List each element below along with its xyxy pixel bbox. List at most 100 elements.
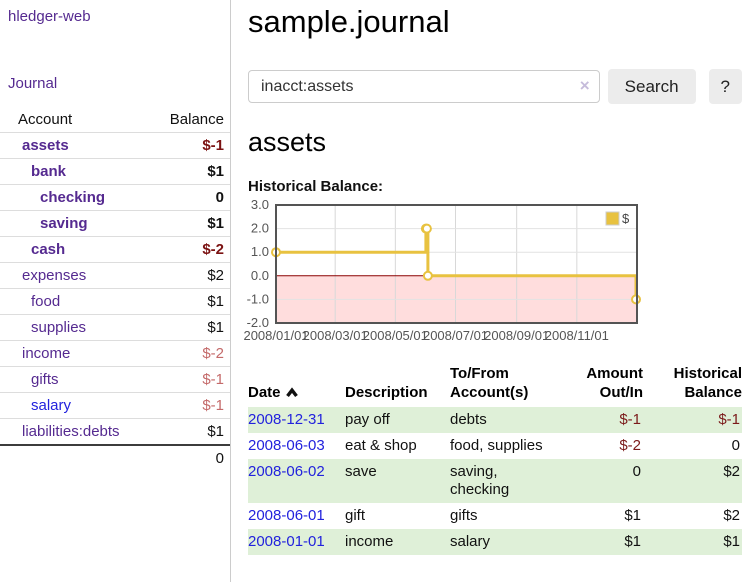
account-balance: $-1 [152, 366, 230, 393]
account-link[interactable]: liabilities:debts [22, 423, 120, 440]
register-row: 2008-06-03 eat & shop food, supplies $-2… [248, 433, 742, 459]
register-row: 2008-06-02 save saving, checking 0 $2 [248, 459, 742, 503]
svg-text:-2.0: -2.0 [247, 315, 269, 330]
account-balance: $1 [152, 158, 230, 185]
account-row: gifts $-1 [0, 366, 230, 393]
account-row: expenses $2 [0, 262, 230, 289]
transaction-balance: $2 [723, 463, 740, 480]
account-row: bank $1 [0, 158, 230, 185]
account-row: saving $1 [0, 210, 230, 237]
register-row: 2008-06-01 gift gifts $1 $2 [248, 503, 742, 529]
account-column-header: Account [0, 107, 153, 133]
transaction-amount: $1 [624, 507, 641, 524]
account-link[interactable]: assets [22, 137, 69, 154]
accounts-total-row: 0 [0, 444, 230, 471]
account-heading: assets [248, 127, 327, 157]
svg-text:2.0: 2.0 [251, 221, 269, 236]
transaction-description: eat & shop [345, 437, 417, 454]
transaction-date-link[interactable]: 2008-12-31 [248, 411, 325, 428]
account-row: supplies $1 [0, 314, 230, 341]
transaction-date-link[interactable]: 2008-01-01 [248, 533, 325, 550]
account-balance: $-2 [152, 340, 230, 367]
account-link[interactable]: saving [40, 215, 88, 232]
transaction-balance: $2 [723, 507, 740, 524]
transaction-description: pay off [345, 411, 390, 428]
accounts-balance-table: Account Balance assets $-1 bank $1 check… [0, 107, 230, 471]
account-link[interactable]: salary [31, 397, 72, 414]
help-button[interactable]: ? [708, 69, 742, 104]
account-balance: 0 [152, 184, 230, 211]
svg-text:3.0: 3.0 [251, 197, 269, 212]
svg-text:2008/01/01: 2008/01/01 [243, 328, 308, 343]
balance-chart-svg: $3.0 2.0 1.0 0.0 -1.0 -2.02008/01/012008/03/0… [243, 197, 641, 343]
clear-search-icon[interactable]: × [579, 76, 590, 95]
register-table: Date Description To/From Account(s) Amoun… [248, 364, 742, 555]
account-link[interactable]: gifts [31, 371, 59, 388]
account-link[interactable]: bank [31, 163, 67, 180]
transaction-description: gift [345, 507, 366, 524]
account-balance: $1 [152, 418, 230, 446]
transaction-description: income [345, 533, 394, 550]
account-balance: $-1 [152, 392, 230, 419]
account-link[interactable]: income [22, 345, 71, 362]
account-row: cash $-2 [0, 236, 230, 263]
account-link[interactable]: supplies [31, 319, 87, 336]
svg-text:2008/07/01: 2008/07/01 [423, 328, 488, 343]
date-column-header[interactable]: Date [248, 364, 345, 407]
account-link[interactable]: checking [40, 189, 106, 206]
search-input[interactable] [248, 70, 600, 103]
page-title: sample.journal [248, 4, 450, 39]
account-row: checking 0 [0, 184, 230, 211]
main-content: sample.journal × Search ? assets Histori… [243, 0, 742, 555]
description-column-header: Description [345, 384, 428, 401]
transaction-balance: $-1 [718, 411, 740, 428]
account-link[interactable]: food [31, 293, 61, 310]
transaction-amount: $-2 [619, 437, 641, 454]
account-balance: $-1 [152, 132, 230, 159]
register-header-row: Date Description To/From Account(s) Amoun… [248, 364, 742, 407]
historical-balance-chart: $3.0 2.0 1.0 0.0 -1.0 -2.0 2008/01/01 2008/03/0… [243, 197, 742, 344]
svg-text:0.0: 0.0 [251, 268, 269, 283]
transaction-balance: $1 [723, 533, 740, 550]
svg-text:2008/05/01: 2008/05/01 [363, 328, 428, 343]
svg-text:$: $ [622, 211, 630, 226]
transaction-accounts: gifts [450, 507, 478, 524]
svg-text:-1.0: -1.0 [247, 291, 269, 306]
transaction-accounts: food, supplies [450, 437, 543, 454]
svg-text:2008/09/01: 2008/09/01 [484, 328, 549, 343]
svg-text:2008/03/01: 2008/03/01 [303, 328, 368, 343]
account-row: income $-2 [0, 340, 230, 367]
svg-text:1.0: 1.0 [251, 244, 269, 259]
account-balance: $1 [152, 210, 230, 237]
account-link[interactable]: cash [31, 241, 66, 258]
transaction-date-link[interactable]: 2008-06-02 [248, 463, 325, 480]
transaction-accounts: debts [450, 411, 487, 428]
transaction-description: save [345, 463, 377, 480]
accounts-column-header: To/From Account(s) [450, 365, 529, 401]
sidebar: hledger-web Journal Account Balance asse… [0, 0, 231, 582]
balance-column-header: Balance [152, 107, 230, 133]
account-row: food $1 [0, 288, 230, 315]
account-row: liabilities:debts $1 [0, 418, 230, 446]
transaction-amount: $-1 [619, 411, 641, 428]
transaction-balance: 0 [731, 437, 740, 454]
account-balance: $1 [152, 314, 230, 341]
transaction-date-link[interactable]: 2008-06-01 [248, 507, 325, 524]
accounts-table-header: Account Balance [0, 107, 230, 133]
account-balance: $-2 [152, 236, 230, 263]
search-form: × Search ? [248, 69, 742, 104]
account-row: salary $-1 [0, 392, 230, 419]
account-row: assets $-1 [0, 132, 230, 159]
balance-column-header-register: Historical Balance [673, 365, 742, 401]
app-title-link[interactable]: hledger-web [8, 8, 91, 25]
transaction-amount: $1 [624, 533, 641, 550]
account-link[interactable]: expenses [22, 267, 87, 284]
transaction-date-link[interactable]: 2008-06-03 [248, 437, 325, 454]
account-balance: $2 [152, 262, 230, 289]
sidebar-item-journal[interactable]: Journal [8, 75, 58, 92]
search-button[interactable]: Search [607, 69, 696, 104]
sort-ascending-icon [285, 387, 298, 398]
register-row: 2008-12-31 pay off debts $-1 $-1 [248, 407, 742, 433]
transaction-amount: 0 [632, 463, 641, 480]
svg-text:2008/11/01: 2008/11/01 [545, 328, 609, 343]
